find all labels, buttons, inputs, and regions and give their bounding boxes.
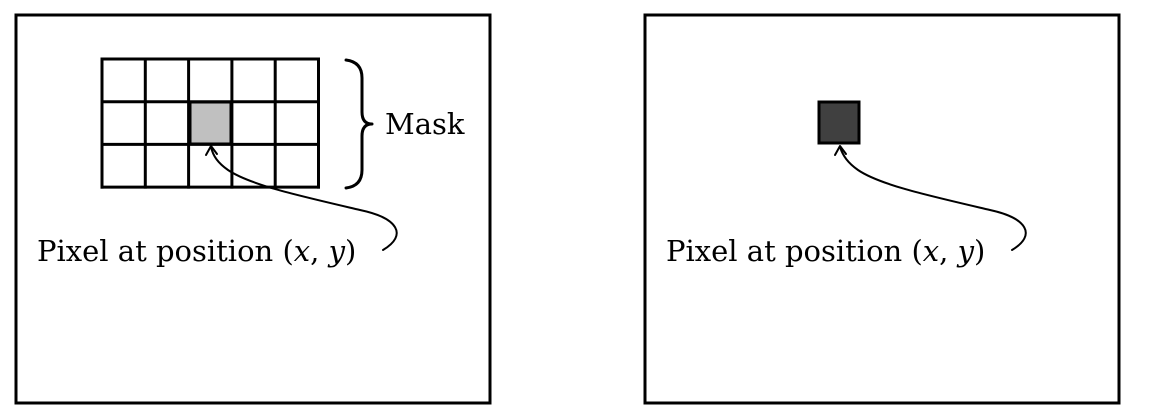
left-pixel-label-x: x: [294, 234, 310, 268]
right-pixel-label: Pixel at position (x, y): [666, 234, 985, 268]
right-pixel-label-sep: ,: [939, 234, 957, 268]
right-pixel-label-x: x: [923, 234, 939, 268]
left-pixel-label-prefix: Pixel at position: [37, 234, 282, 268]
left-pixel-arrowhead: [205, 145, 218, 156]
right-pixel-arrowhead: [834, 145, 847, 156]
left-pixel-label-open: (: [282, 234, 293, 268]
output-pixel: [817, 100, 861, 145]
mask-brace: [344, 58, 374, 190]
right-pixel-label-open: (: [911, 234, 922, 268]
left-pixel-label-y: y: [327, 234, 346, 268]
right-pixel-arrow: [839, 146, 1027, 251]
right-panel: Pixel at position (x, y): [643, 13, 1121, 405]
mask-label: Mask: [385, 107, 465, 141]
mask-grid: [100, 57, 320, 189]
left-pixel-label: Pixel at position (x, y): [37, 234, 356, 268]
right-pixel-label-y: y: [956, 234, 975, 268]
right-pixel-label-close: ): [974, 234, 985, 268]
left-panel: Mask Pixel at position (x, y): [14, 13, 492, 405]
left-pixel-label-close: ): [345, 234, 356, 268]
left-panel-frame: [14, 13, 492, 405]
right-pixel-label-prefix: Pixel at position: [666, 234, 911, 268]
left-pixel-label-sep: ,: [310, 234, 328, 268]
mask-center-pixel: [188, 100, 233, 146]
left-pixel-arrow: [210, 146, 398, 251]
right-panel-frame: [643, 13, 1121, 405]
